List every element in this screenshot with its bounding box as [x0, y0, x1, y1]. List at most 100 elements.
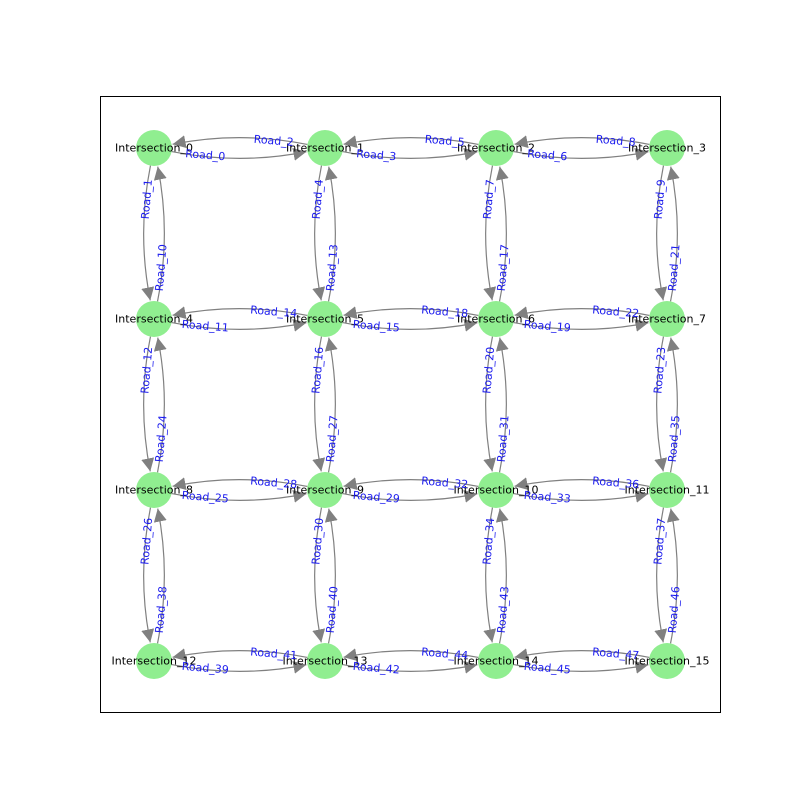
edge-road-13 — [324, 166, 338, 302]
edge-label: Road_14 — [250, 303, 298, 320]
edge-road-37 — [654, 507, 668, 643]
edge-road-18 — [343, 306, 479, 320]
edge-road-19 — [513, 318, 649, 332]
node-label: Intersection_14 — [454, 655, 539, 668]
edge-label: Road_22 — [592, 303, 640, 320]
node-label: Intersection_15 — [625, 655, 710, 668]
edge-label: Road_42 — [352, 660, 400, 677]
edge-road-28 — [172, 477, 308, 491]
edge-label: Road_27 — [324, 415, 341, 463]
edge-road-15 — [342, 318, 478, 332]
node-intersection-0 — [136, 130, 172, 166]
nodes-layer — [136, 130, 685, 679]
node-intersection-5 — [307, 301, 343, 337]
edge-road-47 — [514, 648, 650, 662]
edge-label: Road_11 — [181, 318, 229, 335]
edge-label: Road_25 — [181, 489, 229, 506]
edge-label: Road_19 — [523, 318, 571, 335]
node-intersection-2 — [478, 130, 514, 166]
edge-label: Road_36 — [592, 474, 640, 491]
node-label: Intersection_2 — [457, 142, 535, 155]
edge-label: Road_16 — [309, 346, 326, 394]
edge-road-20 — [483, 336, 497, 472]
node-intersection-10 — [478, 472, 514, 508]
edge-road-5 — [343, 135, 479, 149]
node-label: Intersection_4 — [115, 313, 193, 326]
edge-label: Road_23 — [651, 346, 668, 394]
edge-label: Road_26 — [138, 517, 155, 565]
edge-road-34 — [483, 507, 497, 643]
edge-label: Road_29 — [352, 489, 400, 506]
node-label: Intersection_6 — [457, 313, 535, 326]
edge-label: Road_20 — [480, 346, 497, 394]
node-label: Intersection_11 — [625, 484, 710, 497]
edge-road-4 — [312, 165, 326, 301]
edge-label: Road_21 — [666, 244, 683, 292]
node-labels-layer: Intersection_0 Intersection_1 Intersection… — [112, 142, 710, 668]
edge-label: Road_37 — [651, 517, 668, 565]
edge-label: Road_15 — [352, 318, 400, 335]
edge-label: Road_0 — [185, 147, 226, 163]
edge-road-42 — [342, 660, 478, 674]
edge-road-2 — [172, 135, 308, 149]
edge-label: Road_43 — [495, 586, 512, 634]
plot-frame — [100, 96, 721, 713]
edge-label: Road_40 — [324, 586, 341, 634]
edge-label: Road_3 — [356, 147, 397, 163]
edge-road-39 — [171, 660, 307, 674]
edge-label: Road_33 — [523, 489, 571, 506]
edge-road-25 — [171, 489, 307, 503]
node-intersection-11 — [649, 472, 685, 508]
edge-label: Road_12 — [138, 346, 155, 394]
edge-road-9 — [654, 165, 668, 301]
edge-label: Road_31 — [495, 415, 512, 463]
edge-label: Road_8 — [595, 133, 636, 149]
edge-label: Road_39 — [181, 660, 229, 677]
node-label: Intersection_5 — [286, 313, 364, 326]
edge-road-1 — [141, 165, 155, 301]
edge-label: Road_5 — [424, 133, 465, 149]
node-label: Intersection_0 — [115, 142, 193, 155]
node-intersection-4 — [136, 301, 172, 337]
edge-road-45 — [513, 660, 649, 674]
edge-road-0 — [171, 147, 307, 161]
edge-label: Road_41 — [250, 645, 298, 662]
edge-road-10 — [153, 166, 167, 302]
edge-road-3 — [342, 147, 478, 161]
edge-road-6 — [513, 147, 649, 161]
edge-label: Road_28 — [250, 474, 298, 491]
edge-label: Road_30 — [309, 517, 326, 565]
node-intersection-13 — [307, 643, 343, 679]
node-intersection-3 — [649, 130, 685, 166]
edge-road-17 — [495, 166, 509, 302]
edge-label: Road_4 — [310, 179, 326, 220]
node-label: Intersection_10 — [454, 484, 539, 497]
node-intersection-12 — [136, 643, 172, 679]
edge-label: Road_44 — [421, 645, 469, 662]
edge-road-44 — [343, 648, 479, 662]
edge-label: Road_17 — [495, 244, 512, 292]
edge-label: Road_47 — [592, 645, 640, 662]
edge-label: Road_13 — [324, 244, 341, 292]
edge-labels-layer: Road_0 Road_1 Road_2 Road_3 Road_4 Road_5 Road… — [138, 133, 682, 677]
edge-road-31 — [495, 337, 509, 473]
edge-road-16 — [312, 336, 326, 472]
edge-label: Road_38 — [153, 586, 170, 634]
node-intersection-9 — [307, 472, 343, 508]
node-label: Intersection_13 — [283, 655, 368, 668]
edge-label: Road_2 — [253, 133, 294, 149]
edge-road-21 — [666, 166, 680, 302]
edge-label: Road_9 — [652, 179, 668, 220]
edge-label: Road_7 — [481, 179, 497, 220]
edge-road-11 — [171, 318, 307, 332]
node-label: Intersection_7 — [628, 313, 706, 326]
edge-road-7 — [483, 165, 497, 301]
edge-label: Road_6 — [527, 147, 568, 163]
edge-road-30 — [312, 507, 326, 643]
edge-road-23 — [654, 336, 668, 472]
edge-road-43 — [495, 508, 509, 644]
node-intersection-7 — [649, 301, 685, 337]
edge-label: Road_18 — [421, 303, 469, 320]
node-label: Intersection_8 — [115, 484, 193, 497]
